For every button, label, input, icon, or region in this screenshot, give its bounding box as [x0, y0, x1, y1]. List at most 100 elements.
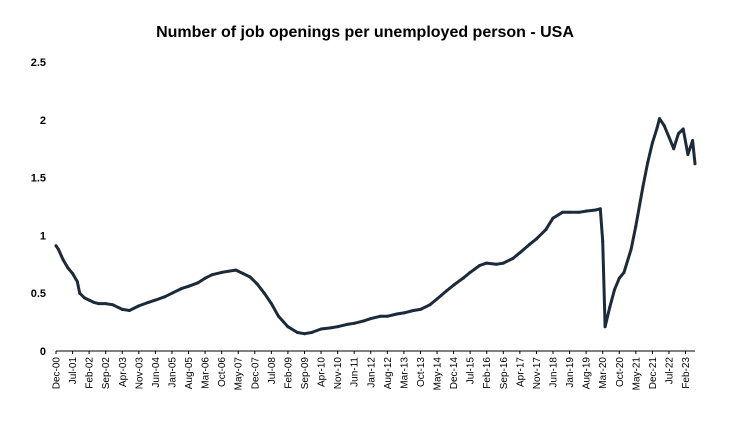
data-point [352, 321, 356, 325]
x-tick-label: Dec-00 [52, 357, 63, 390]
data-point [54, 244, 58, 248]
x-tick-label: Mar-20 [598, 357, 609, 389]
data-point [461, 276, 465, 280]
data-point [378, 314, 382, 318]
data-point [544, 228, 548, 232]
data-point [468, 270, 472, 274]
x-tick-label: Mar-13 [399, 357, 410, 389]
data-point [92, 300, 96, 304]
y-tick-label: 0.5 [31, 288, 46, 300]
x-tick-label: Oct-20 [615, 357, 626, 387]
x-tick-label: Feb-09 [283, 357, 294, 389]
data-points [54, 117, 697, 336]
data-point [127, 309, 131, 312]
data-point [568, 210, 572, 214]
data-point [658, 117, 661, 121]
x-tick-label: Aug-12 [383, 357, 394, 390]
data-point [691, 139, 695, 143]
x-tick-label: Feb-23 [681, 357, 692, 389]
x-tick-label: Nov-17 [532, 357, 543, 390]
data-point [56, 247, 60, 251]
data-point [518, 251, 522, 255]
data-point [203, 276, 207, 280]
x-tick-label: Oct-06 [217, 357, 228, 387]
data-point [262, 291, 266, 295]
x-tick-label: Mar-06 [201, 357, 212, 389]
y-tick-label: 1.5 [31, 173, 46, 185]
data-point [234, 268, 238, 272]
y-axis: 0 0.5 1 1.5 2 2.5 [31, 57, 46, 358]
x-tick-label: Jan-19 [565, 357, 576, 388]
data-point [676, 132, 680, 136]
data-point [71, 272, 75, 275]
data-point [428, 303, 432, 307]
data-point [617, 276, 621, 280]
x-tick-label: Apr-10 [317, 357, 328, 387]
data-point [485, 261, 489, 265]
y-tick-label: 2.5 [31, 57, 46, 69]
data-point [601, 239, 605, 243]
data-point [295, 331, 299, 334]
data-point [613, 288, 616, 292]
data-point [277, 314, 280, 318]
x-tick-label: Jun-18 [549, 357, 560, 388]
data-point [561, 210, 564, 214]
data-point [551, 216, 555, 220]
x-tick-label: Oct-13 [416, 357, 427, 387]
data-point [452, 283, 456, 287]
data-point [97, 302, 101, 306]
data-point [693, 162, 697, 166]
x-tick-label: Sep-02 [101, 357, 112, 390]
data-point [369, 317, 373, 321]
x-tick-label: May-21 [631, 357, 642, 391]
data-point [435, 297, 439, 301]
data-point [286, 325, 290, 329]
data-point [303, 332, 306, 336]
data-point [667, 135, 671, 139]
data-point [153, 298, 157, 302]
x-tick-label: Dec-14 [449, 357, 460, 390]
data-point [527, 243, 531, 247]
x-tick-label: Aug-19 [582, 357, 593, 390]
data-point [75, 280, 79, 284]
data-point [641, 185, 645, 189]
x-tick-label: Jul-15 [466, 357, 477, 385]
data-point [634, 224, 638, 228]
data-point [650, 141, 654, 145]
data-point [87, 298, 91, 302]
data-point [622, 270, 626, 274]
data-point [248, 275, 252, 279]
x-axis: Dec-00 Jul-01 Feb-02 Sep-02 Apr-03 Nov-03 Jun-… [52, 351, 692, 391]
data-point [345, 322, 349, 326]
data-point [662, 124, 666, 128]
data-point [179, 287, 183, 291]
data-point [146, 300, 150, 304]
data-point [629, 247, 633, 251]
x-tick-label: Dec-21 [648, 357, 659, 390]
data-point [336, 325, 340, 329]
x-tick-label: Jan-05 [167, 357, 178, 388]
data-point [655, 126, 659, 130]
data-point [61, 258, 65, 262]
data-point [411, 309, 415, 312]
x-tick-label: Jul-01 [68, 357, 79, 385]
y-tick-label: 2 [40, 115, 46, 127]
x-tick-label: Sep-09 [300, 357, 311, 390]
data-point [120, 307, 124, 311]
data-point [681, 127, 685, 131]
data-point [686, 153, 690, 156]
x-tick-label: Nov-03 [134, 357, 145, 390]
data-point [646, 161, 650, 165]
data-point [672, 147, 676, 151]
data-point [494, 262, 498, 266]
data-point [220, 270, 224, 274]
x-tick-label: Nov-10 [333, 357, 344, 390]
data-point [227, 269, 231, 273]
data-point [241, 272, 245, 275]
x-tick-label: Feb-16 [482, 357, 493, 389]
data-point [255, 282, 259, 286]
x-tick-label: Aug-05 [184, 357, 195, 390]
data-point [608, 305, 612, 309]
x-tick-label: Apr-03 [118, 357, 129, 387]
